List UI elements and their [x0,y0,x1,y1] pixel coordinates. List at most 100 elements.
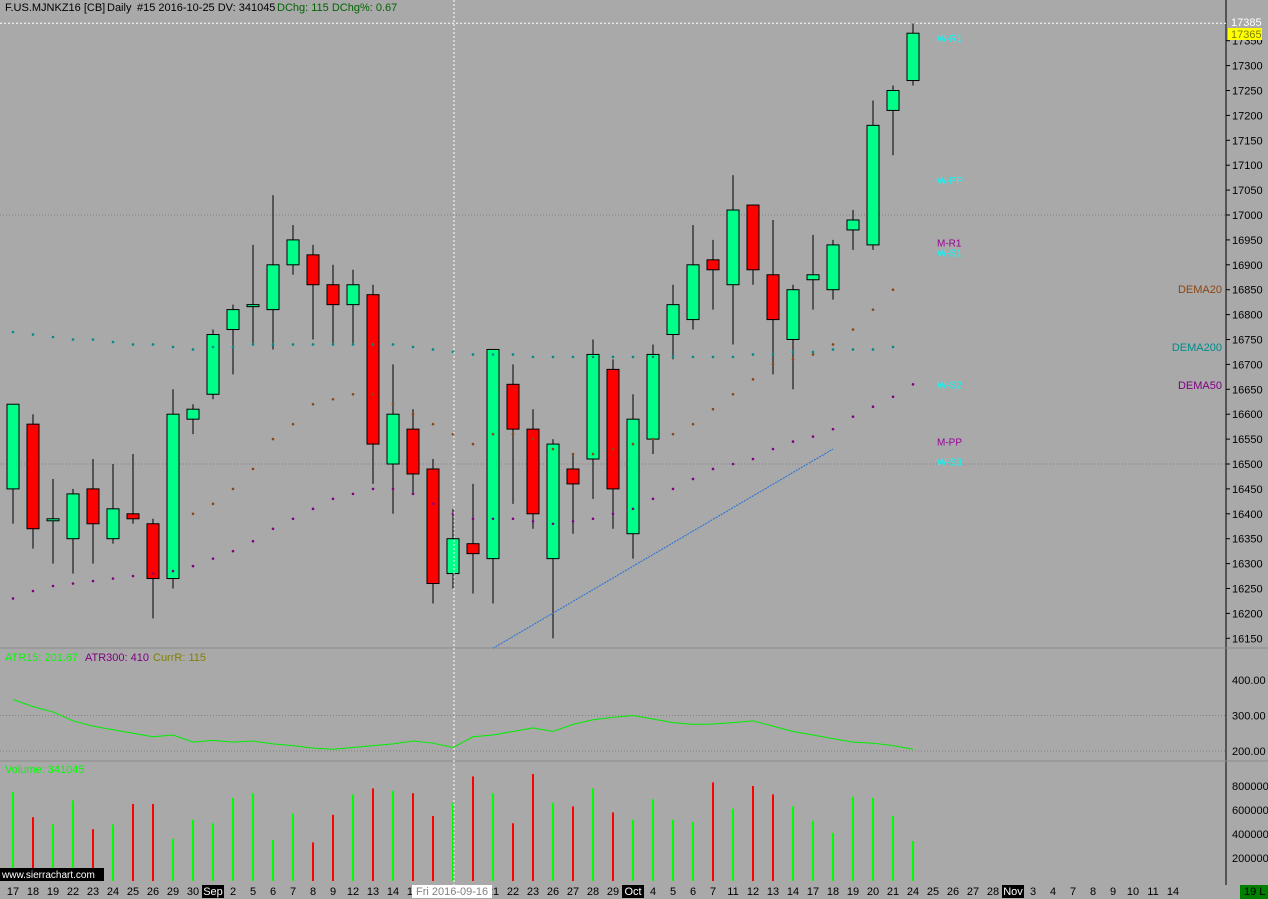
dema50-point [251,539,255,543]
dema200-point [391,343,395,346]
date-tick-label: 26 [547,886,559,898]
candle-body [806,274,820,281]
dema50-point [671,487,675,491]
dema20-point [511,432,515,436]
dema200-point [171,345,175,349]
dema20-point [291,422,295,426]
dema200-point [611,355,615,359]
price-tick-label: 16150 [1232,633,1263,645]
dema20-point [191,512,195,516]
dema50-point [291,517,295,521]
price-tick-label: 16300 [1232,559,1263,571]
date-tick-label: 14 [1167,886,1179,898]
dema200-point [11,330,15,334]
dema50-point [571,519,575,523]
dema50-point [491,517,495,521]
candle-body [446,538,460,575]
dema50-point [751,457,755,461]
pivot-level-label: W-S3 [937,458,962,469]
candle-body [406,428,420,475]
date-tick-label: 19 [847,886,859,898]
dema200-point [671,355,675,359]
dema200-point [71,338,75,341]
date-tick-label: 7 [710,886,716,898]
volume-tick-label: 400000 [1232,829,1268,841]
candle-body [266,264,280,311]
dema20-point [871,308,875,311]
dema200-point [751,353,755,356]
date-tick-label: 23 [527,886,539,898]
candle-body [46,518,60,522]
price-tick-label: 16700 [1232,359,1263,371]
date-tick-label: 7 [1070,886,1076,898]
watermark-background [0,868,104,881]
dema20-point [751,378,755,381]
date-tick-label: 17 [7,886,19,898]
candle-body [86,488,100,525]
dema20-point [851,328,855,331]
candle-body [826,244,840,291]
dema200-point [131,343,135,346]
dema20-point [611,447,615,451]
dema20-point [331,397,335,401]
dema50-point [551,522,555,526]
date-tick-label: 6 [270,886,276,898]
date-tick-label: 29 [607,886,619,898]
last-high-box [1228,16,1262,28]
dema20-point [631,442,635,446]
volume-tick-label: 200000 [1232,853,1268,865]
dema20-point [311,402,315,406]
atr-panel[interactable]: 400.00 300.00 200.00 [0,675,1266,758]
date-tick-label: 25 [127,886,139,898]
dema50-point [131,574,135,578]
candle-body [346,284,360,306]
bar-info-label: #15 2016-10-25 DV: 341045 [137,2,275,14]
dema50-point [591,517,595,521]
candle-body [646,353,660,440]
candle-body [546,443,560,560]
dema200-point [471,353,475,356]
date-tick-label: 14 [387,886,399,898]
date-tick-label: 28 [987,886,999,898]
price-tick-label: 16250 [1232,584,1263,596]
price-tick-label: 16500 [1232,459,1263,471]
date-tick-label: 12 [747,886,759,898]
dema200-point [51,335,55,339]
volume-panel[interactable]: 800000 600000 400000 200000 [12,774,1268,881]
candle-body [566,468,580,485]
candlestick-series [6,23,920,639]
date-tick-label: 26 [147,886,159,898]
dema20-point [271,437,275,441]
dema50-point [331,497,335,501]
atr-line [12,699,914,750]
date-tick-label: 28 [587,886,599,898]
pivot-level-label: W-S1 [937,248,962,259]
atr300-label: ATR300: 410 [85,652,149,664]
date-tick-label: 18 [27,886,39,898]
dema20-point [571,452,575,456]
dema200-point [251,343,255,346]
price-tick-label: 16200 [1232,608,1263,620]
month-marker-box [1002,885,1024,898]
dema50-point [691,477,695,481]
dema20-point [211,502,215,506]
dema200-point [711,355,715,359]
watermark[interactable]: www.sierrachart.com [1,870,95,881]
price-tick-label: 16600 [1232,409,1263,421]
candle-body [786,289,800,341]
dema200-point [551,355,555,359]
indicator-label: DEMA50 [1178,380,1222,392]
dema200-point [691,355,695,359]
date-tick-label: 7 [290,886,296,898]
dema50-point [871,405,875,409]
dema50-point [731,462,735,466]
dema20-point [491,432,495,436]
dema200-point [31,333,35,336]
date-tick-label: 14 [787,886,799,898]
volume-label: Volume: 341045 [5,764,85,776]
candle-body [66,493,80,540]
dema50-point [171,569,175,573]
date-tick-label: 12 [347,886,359,898]
